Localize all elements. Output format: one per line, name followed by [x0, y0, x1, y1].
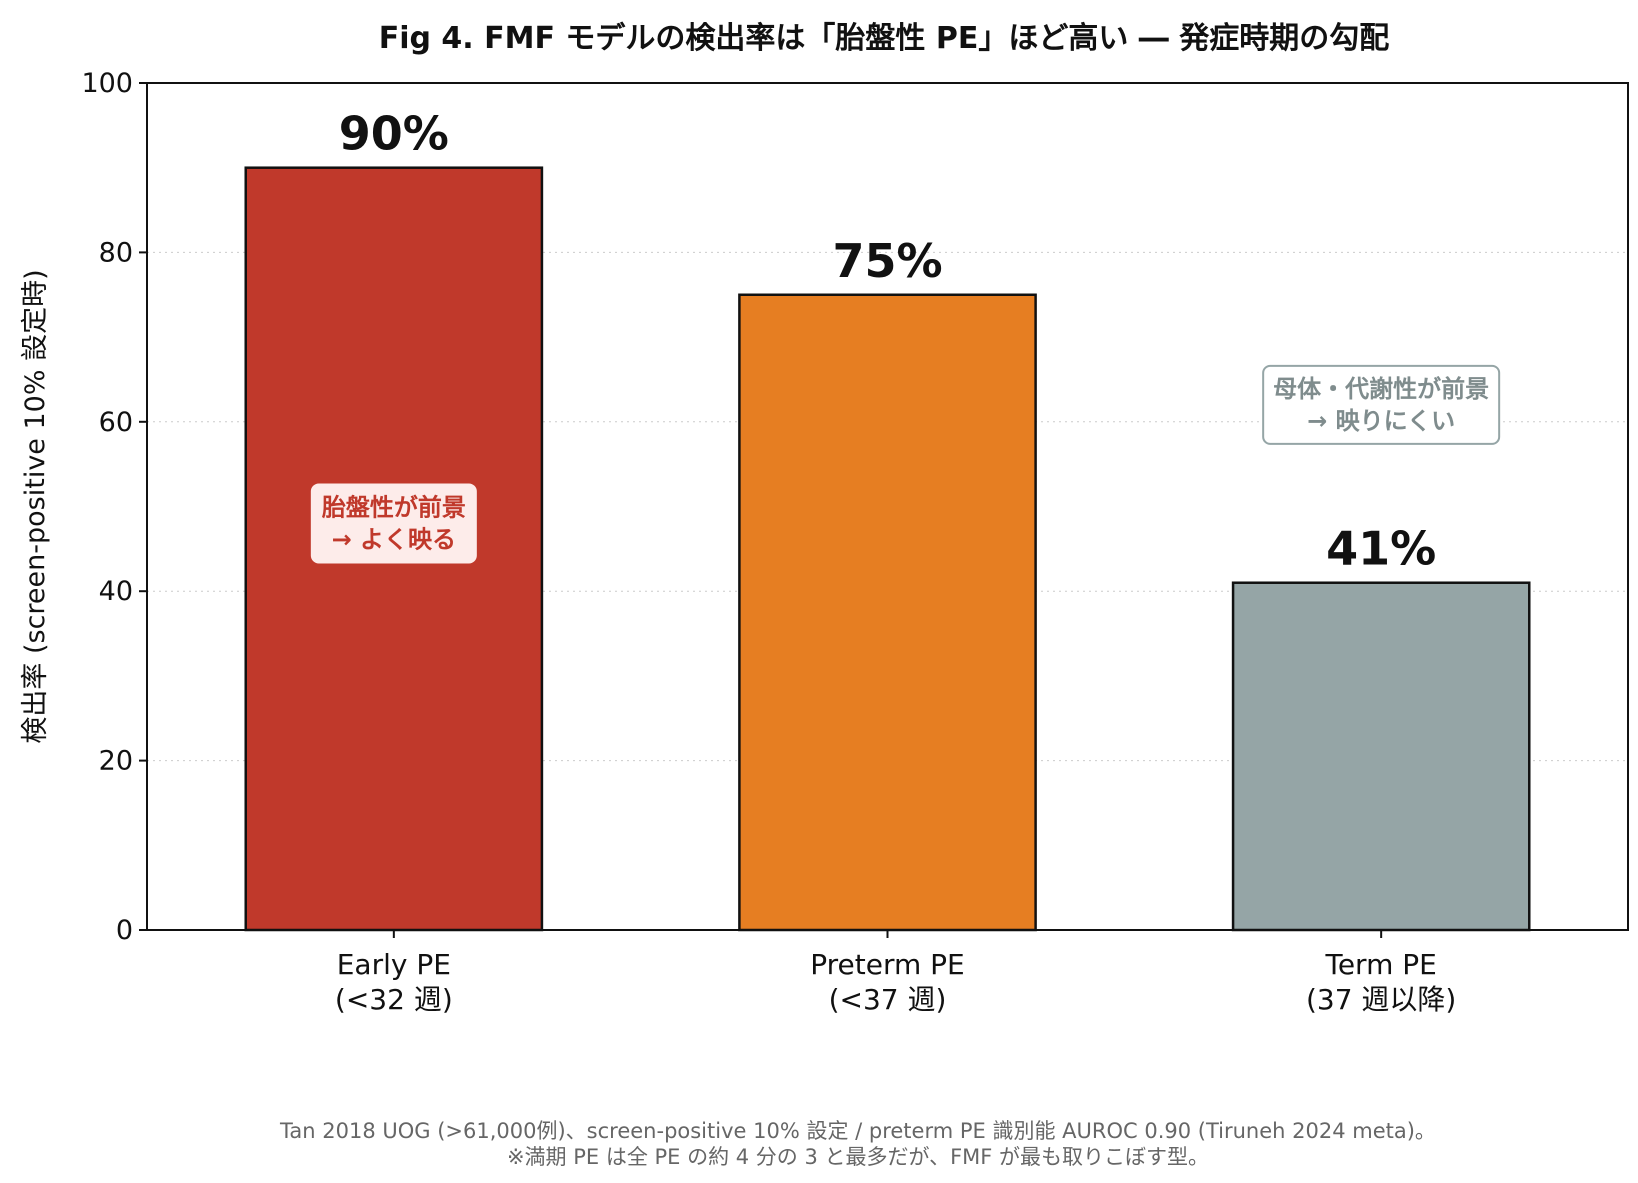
footer-note-line-2: ※満期 PE は全 PE の約 4 分の 3 と最多だが、FMF が最も取りこぼ… — [507, 1145, 1209, 1169]
annotations: 胎盤性が前景 → よく映る 母体・代謝性が前景 → 映りにくい — [310, 364, 1501, 564]
bar — [244, 166, 544, 932]
bar-value-label: 41% — [1326, 522, 1436, 576]
bar-value-label: 90% — [339, 107, 449, 161]
x-axis: Early PE(<32 週) Preterm PE(<37 週) Term PE(… — [335, 930, 1456, 1016]
x-tick-label: Term PE — [1324, 948, 1436, 981]
bar-value-label: 75% — [832, 234, 942, 288]
annotation-text: → 映りにくい — [1307, 407, 1455, 435]
annotation-text: 母体・代謝性が前景 — [1273, 375, 1489, 403]
y-axis: 0 20 40 60 80 100 — [81, 68, 147, 946]
annotation-box: 母体・代謝性が前景 → 映りにくい — [1262, 364, 1501, 445]
bars — [244, 166, 1531, 932]
bar — [1231, 581, 1531, 932]
y-tick-label: 40 — [99, 576, 133, 607]
annotation-background — [1262, 364, 1501, 445]
annotation-text: 胎盤性が前景 — [322, 493, 466, 521]
y-tick-label: 100 — [81, 68, 133, 99]
annotation-background — [310, 483, 477, 564]
data-labels: 90% 75% 41% — [339, 107, 1436, 576]
y-tick-label: 0 — [116, 915, 133, 946]
y-tick-label: 80 — [99, 237, 133, 268]
annotation-text: → よく映る — [332, 525, 456, 553]
y-tick-label: 20 — [99, 746, 133, 777]
bar — [738, 293, 1037, 932]
y-tick-label: 60 — [99, 407, 133, 438]
x-tick-label: (<37 週) — [829, 983, 947, 1016]
footer-note-line-1: Tan 2018 UOG (>61,000例)、screen-positive … — [279, 1119, 1436, 1143]
x-tick-label: (<32 週) — [335, 983, 453, 1016]
x-tick-label: Early PE — [337, 948, 451, 981]
x-tick-label: Preterm PE — [810, 948, 965, 981]
annotation-box: 胎盤性が前景 → よく映る — [310, 483, 477, 564]
y-axis-label: 検出率 (screen-positive 10% 設定時) — [20, 269, 51, 743]
x-tick-label: (37 週以降) — [1306, 983, 1456, 1016]
chart-title: Fig 4. FMF モデルの検出率は「胎盤性 PE」ほど高い ― 発症時期の勾… — [379, 21, 1390, 56]
